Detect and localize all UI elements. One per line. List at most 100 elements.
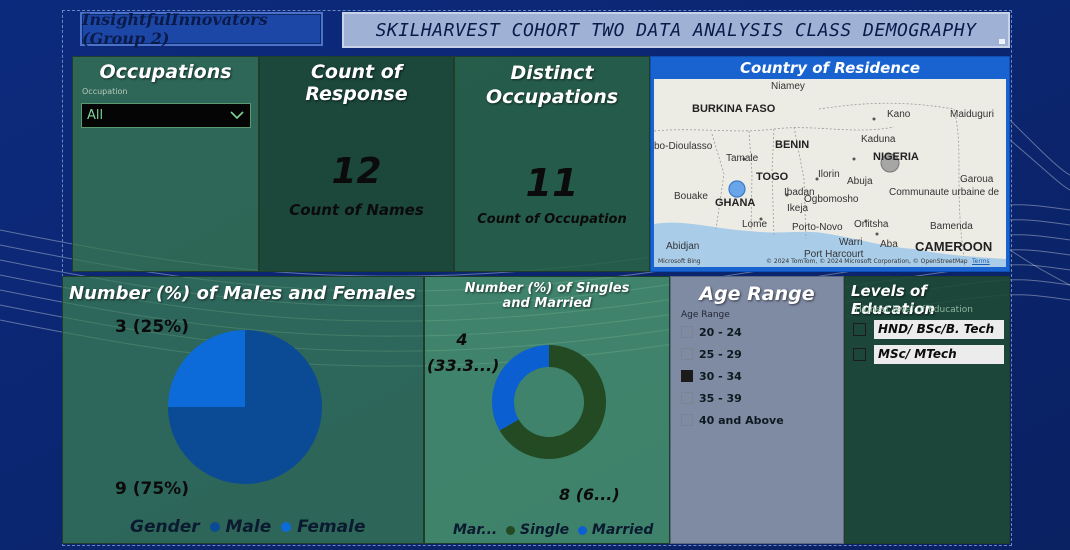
married-donut-slice[interactable] [492, 345, 549, 431]
age-range-option[interactable]: 25 - 29 [681, 345, 742, 363]
single-donut-slice[interactable] [499, 345, 606, 459]
education-checkbox[interactable] [853, 323, 866, 336]
age-filter-label: Age Range [681, 310, 730, 320]
map-label: Port Harcourt [804, 249, 864, 260]
map-label: BENIN [775, 139, 810, 151]
marital-legend-title: Mar... [453, 522, 498, 538]
map-label: GHANA [715, 197, 756, 209]
age-range-option-label: 40 and Above [699, 413, 784, 427]
group-name: InsightfulInnovators (Group 2) [82, 10, 268, 48]
country-map-tile: Country of Residence Niamey Kan [650, 56, 1010, 272]
age-range-option-label: 30 - 34 [699, 369, 742, 383]
map-label: Kano [887, 109, 911, 120]
education-title: Levels of Education [851, 282, 935, 318]
single-legend-dot [506, 525, 516, 535]
occupation-dropdown-value: All [87, 108, 104, 123]
age-range-checkbox[interactable] [681, 392, 693, 404]
map-label: Abuja [847, 176, 873, 187]
map-terms-link[interactable]: Terms [972, 258, 990, 265]
gender-title: Number (%) of Males and Females [69, 283, 416, 304]
age-range-tile: Age Range Age Range 20 - 24 25 - 29 30 - 3… [670, 276, 844, 544]
map-title: Country of Residence [651, 57, 1009, 79]
map-label: Ilorin [818, 169, 840, 180]
age-range-option[interactable]: 30 - 34 [681, 367, 742, 385]
map-label: bo-Dioulasso [654, 141, 713, 152]
occupations-tile: Occupations Occupation All [72, 56, 259, 272]
age-range-checkbox[interactable] [681, 326, 693, 338]
map-label: Onitsha [854, 219, 889, 230]
count-response-label: Count of Names [289, 201, 424, 219]
male-legend-dot [209, 522, 220, 532]
map-label: Niamey [771, 81, 805, 92]
female-legend-label[interactable]: Female [297, 517, 366, 537]
map-label: Communaute urbaine de [889, 187, 1000, 198]
dashboard-title: SKILHARVEST COHORT TWO DATA ANALYSIS CLA… [375, 19, 977, 41]
married-data-label: 4 (33.3...) [427, 327, 500, 379]
occupation-filter-label: Occupation [82, 87, 128, 96]
gender-pie-chart[interactable] [63, 277, 423, 527]
map-label: Warri [839, 237, 863, 248]
gender-tile: Number (%) of Males and Females 3 (25%) … [62, 276, 424, 544]
map-label: Maiduguri [950, 109, 994, 120]
map-label: CAMEROON [915, 239, 993, 254]
distinct-occupations-title: Distinct Occupations [485, 62, 619, 108]
age-range-option[interactable]: 40 and Above [681, 411, 784, 429]
country-map[interactable]: Niamey Kano Maiduguri Kaduna Tamale Ilor… [654, 79, 1006, 267]
map-label: Lome [742, 219, 768, 230]
education-filter-label: Highest level of Education [855, 305, 973, 315]
distinct-occupations-value: 11 [525, 161, 579, 205]
education-checkbox[interactable] [853, 348, 866, 361]
distinct-occupations-label: Count of Occupation [477, 212, 627, 227]
chevron-down-icon [230, 111, 244, 120]
map-label: NIGERIA [873, 151, 919, 163]
gender-legend-title: Gender [130, 517, 200, 537]
marital-title: Number (%) of Singles and Married [464, 281, 630, 311]
education-option-label: HND/ BSc/B. Tech [874, 320, 1004, 339]
map-label: Bouake [674, 191, 708, 202]
occupation-dropdown[interactable]: All [81, 103, 251, 128]
count-response-tile: Count of Response 12 Count of Names [259, 56, 454, 272]
marital-legend: Mar... Single Married [453, 522, 653, 538]
map-label: TOGO [756, 171, 789, 183]
male-data-label: 9 (75%) [115, 479, 189, 499]
group-name-box: InsightfulInnovators (Group 2) [80, 10, 323, 48]
education-option[interactable]: HND/ BSc/B. Tech [853, 320, 1004, 339]
occupations-title: Occupations [99, 61, 232, 83]
education-tile: Levels of Education Highest level of Edu… [844, 276, 1010, 544]
gender-legend: Gender Male Female [130, 517, 365, 537]
map-label: Garoua [960, 174, 994, 185]
married-legend-dot [578, 525, 588, 535]
map-label: BURKINA FASO [692, 103, 776, 115]
married-data-label-text: 4 (33.3...) [427, 330, 500, 375]
map-drawing [654, 102, 1006, 267]
education-option[interactable]: MSc/ MTech [853, 345, 1004, 364]
map-label: Bamenda [930, 221, 973, 232]
age-range-checkbox[interactable] [681, 370, 693, 382]
female-legend-dot [281, 522, 292, 532]
map-label: Ogbomosho [804, 194, 859, 205]
age-range-option-label: 20 - 24 [699, 325, 742, 339]
single-data-label: 8 (6...) [559, 485, 620, 504]
age-range-checkbox[interactable] [681, 348, 693, 360]
female-pie-slice[interactable] [168, 330, 245, 407]
map-label: Abidjan [666, 241, 700, 252]
resize-handle[interactable] [999, 39, 1005, 44]
education-option-label: MSc/ MTech [874, 345, 1004, 364]
map-label: Ikeja [787, 203, 809, 214]
male-legend-label[interactable]: Male [225, 517, 272, 537]
married-legend-label[interactable]: Married [591, 522, 654, 538]
marital-donut-chart[interactable] [425, 277, 670, 527]
map-provider: Microsoft Bing [658, 258, 701, 265]
map-label: Aba [880, 239, 898, 250]
age-range-checkbox[interactable] [681, 414, 693, 426]
single-legend-label[interactable]: Single [520, 522, 570, 538]
map-label: Kaduna [861, 134, 896, 145]
age-range-option[interactable]: 20 - 24 [681, 323, 742, 341]
distinct-occupations-tile: Distinct Occupations 11 Count of Occupat… [454, 56, 650, 272]
map-label: Porto-Novo [792, 222, 843, 233]
age-range-option[interactable]: 35 - 39 [681, 389, 742, 407]
age-range-option-label: 25 - 29 [699, 347, 742, 361]
count-response-title: Count of Response [305, 61, 408, 105]
age-range-title: Age Range [699, 283, 815, 305]
count-response-value: 12 [331, 151, 382, 192]
